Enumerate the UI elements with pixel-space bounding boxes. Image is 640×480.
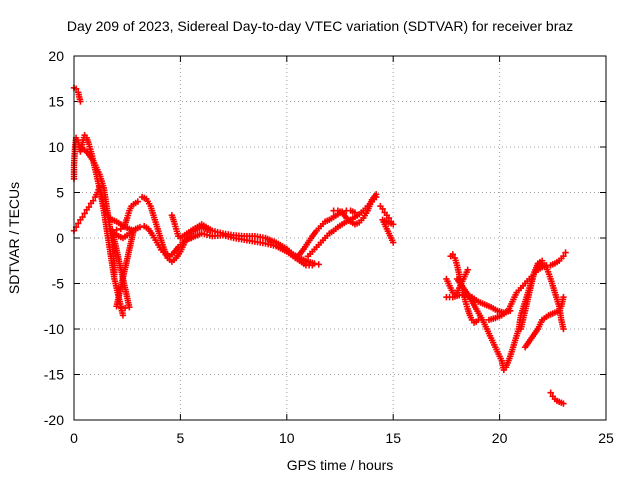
data-point bbox=[89, 197, 97, 204]
y-tick-label: -15 bbox=[44, 367, 64, 383]
data-point bbox=[96, 183, 103, 191]
x-tick-label: 20 bbox=[492, 430, 508, 446]
data-point bbox=[372, 191, 380, 198]
data-point bbox=[121, 304, 129, 312]
data-point bbox=[75, 220, 82, 227]
data-point bbox=[309, 262, 316, 269]
plot-frame bbox=[73, 55, 607, 421]
y-tick-label: 15 bbox=[48, 94, 64, 110]
y-axis-label: SDTVAR / TECUs bbox=[6, 181, 22, 295]
data-point bbox=[560, 400, 567, 407]
data-point bbox=[560, 253, 567, 260]
x-axis-label: GPS time / hours bbox=[286, 457, 394, 473]
data-point bbox=[560, 325, 567, 333]
y-tick-label: -10 bbox=[44, 321, 64, 337]
data-point bbox=[136, 223, 144, 231]
x-tick-label: 10 bbox=[279, 430, 295, 446]
data-point bbox=[379, 205, 386, 213]
data-points bbox=[70, 84, 569, 407]
data-point bbox=[390, 239, 397, 246]
data-point bbox=[464, 266, 471, 274]
y-tick-label: -20 bbox=[44, 412, 64, 428]
data-point bbox=[562, 249, 569, 256]
y-tick-label: 5 bbox=[56, 185, 64, 201]
y-tick-label: -5 bbox=[52, 276, 65, 292]
data-point bbox=[547, 389, 554, 396]
data-point bbox=[119, 312, 127, 319]
x-tick-label: 0 bbox=[70, 430, 78, 446]
y-tick-label: 10 bbox=[48, 139, 64, 155]
y-tick-label: 0 bbox=[56, 230, 64, 246]
data-point bbox=[79, 213, 86, 221]
data-point bbox=[77, 98, 84, 105]
chart-title: Day 209 of 2023, Sidereal Day-to-day VTE… bbox=[66, 18, 574, 34]
data-point bbox=[113, 303, 120, 310]
x-tick-label: 15 bbox=[385, 430, 401, 446]
data-point bbox=[111, 271, 118, 278]
data-point bbox=[117, 303, 125, 311]
x-tick-label: 5 bbox=[177, 430, 185, 446]
data-point bbox=[134, 198, 142, 205]
data-point bbox=[449, 251, 456, 258]
data-point bbox=[81, 210, 88, 217]
data-point bbox=[315, 261, 322, 268]
y-tick-label: 20 bbox=[48, 48, 64, 64]
data-point bbox=[560, 293, 567, 301]
x-tick-label: 25 bbox=[598, 430, 614, 446]
data-point bbox=[85, 203, 93, 211]
